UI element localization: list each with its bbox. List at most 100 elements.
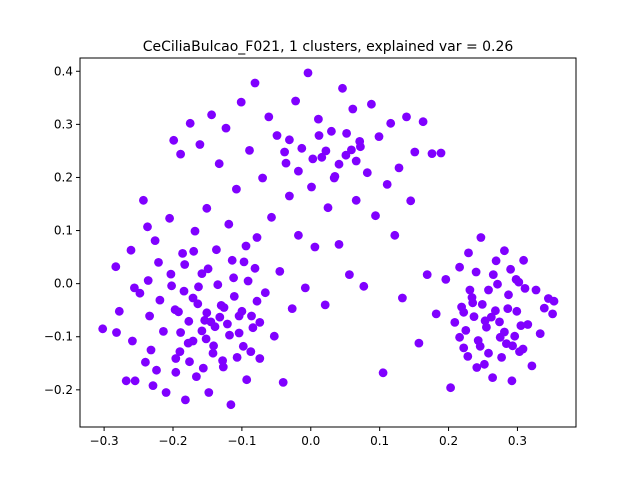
scatter-point	[323, 203, 333, 213]
scatter-point	[294, 230, 303, 240]
scatter-point	[213, 280, 223, 290]
scatter-point	[300, 283, 310, 293]
scatter-point	[484, 285, 493, 295]
scatter-point	[294, 166, 303, 176]
scatter-point	[127, 336, 137, 346]
scatter-point	[155, 295, 165, 305]
scatter-point	[212, 245, 221, 255]
scatter-point	[247, 311, 256, 321]
scatter-point	[382, 180, 392, 189]
scatter-point	[414, 338, 424, 348]
scatter-point	[280, 147, 289, 157]
scatter-point	[248, 323, 258, 333]
scatter-point	[278, 378, 288, 387]
scatter-point	[272, 131, 282, 140]
scatter-point	[171, 354, 181, 363]
scatter-point	[223, 319, 232, 329]
scatter-point	[488, 270, 498, 279]
scatter-point	[193, 299, 203, 309]
scatter-point	[185, 357, 194, 367]
scatter-point	[234, 328, 244, 338]
scatter-point	[146, 345, 156, 355]
scatter-point	[176, 149, 186, 159]
scatter-point	[250, 78, 260, 88]
y-tick-label: 0.4	[54, 64, 73, 78]
points-layer	[98, 68, 559, 410]
y-tick-label: 0.0	[54, 277, 73, 291]
scatter-point	[345, 270, 354, 279]
scatter-point	[210, 322, 220, 332]
scatter-point	[169, 135, 179, 145]
scatter-point	[202, 203, 212, 213]
scatter-point	[507, 376, 517, 386]
scatter-point	[303, 68, 313, 78]
x-tick-label: 0.3	[508, 434, 527, 448]
scatter-point	[207, 110, 217, 120]
scatter-point	[226, 400, 236, 410]
scatter-point	[152, 365, 161, 375]
scatter-point	[436, 148, 446, 158]
scatter-point	[281, 158, 291, 168]
x-tick-label: 0.2	[439, 434, 458, 448]
scatter-point	[367, 99, 376, 109]
scatter-point	[506, 264, 515, 274]
scatter-point	[334, 240, 344, 249]
scatter-point	[189, 246, 199, 256]
scatter-point	[338, 83, 347, 93]
x-tick-label: 0.1	[370, 434, 389, 448]
scatter-point	[374, 132, 384, 142]
scatter-point	[252, 233, 262, 242]
scatter-point	[351, 195, 361, 205]
scatter-point	[431, 309, 441, 319]
x-tick-label: 0.0	[301, 434, 320, 448]
scatter-point	[161, 388, 171, 397]
scatter-point	[539, 303, 549, 313]
scatter-point	[469, 312, 479, 321]
scatter-point	[237, 306, 247, 316]
scatter-point	[195, 140, 205, 149]
scatter-point	[194, 282, 203, 292]
scatter-point	[255, 354, 265, 363]
scatter-point	[135, 288, 145, 298]
scatter-point	[348, 104, 358, 114]
scatter-point	[472, 363, 482, 372]
x-axis: −0.3 −0.2 −0.1 0.0 0.1 0.2 0.3	[90, 427, 527, 448]
scatter-point	[314, 131, 324, 140]
scatter-point	[493, 279, 502, 289]
scatter-point	[520, 284, 530, 293]
scatter-point	[488, 373, 497, 382]
scatter-point	[232, 353, 242, 362]
scatter-point	[219, 303, 229, 312]
scatter-point	[218, 362, 228, 372]
scatter-point	[184, 316, 194, 326]
scatter-point	[227, 255, 237, 265]
scatter-point	[260, 288, 270, 298]
scatter-point	[181, 395, 190, 405]
scatter-point	[141, 357, 150, 367]
scatter-point	[188, 336, 198, 346]
scatter-point	[484, 348, 493, 358]
scatter-point	[111, 262, 121, 272]
scatter-point	[329, 173, 339, 183]
scatter-point	[250, 263, 260, 273]
scatter-point	[307, 182, 316, 192]
scatter-point	[502, 339, 511, 348]
scatter-point	[422, 270, 432, 279]
scatter-point	[459, 343, 469, 353]
scatter-point	[519, 255, 528, 265]
scatter-point	[291, 96, 300, 106]
scatter-point	[398, 293, 407, 303]
scatter-point	[531, 285, 541, 295]
y-axis: −0.2 −0.1 0.0 0.1 0.2 0.3 0.4	[44, 64, 80, 397]
scatter-point	[203, 264, 213, 274]
scatter-point	[355, 137, 365, 146]
scatter-point	[518, 344, 528, 354]
scatter-point	[229, 273, 239, 283]
scatter-point	[495, 317, 504, 327]
scatter-point	[402, 112, 411, 122]
scatter-point	[491, 306, 500, 316]
scatter-point	[192, 372, 201, 381]
scatter-point	[224, 219, 234, 229]
scatter-point	[258, 173, 267, 183]
